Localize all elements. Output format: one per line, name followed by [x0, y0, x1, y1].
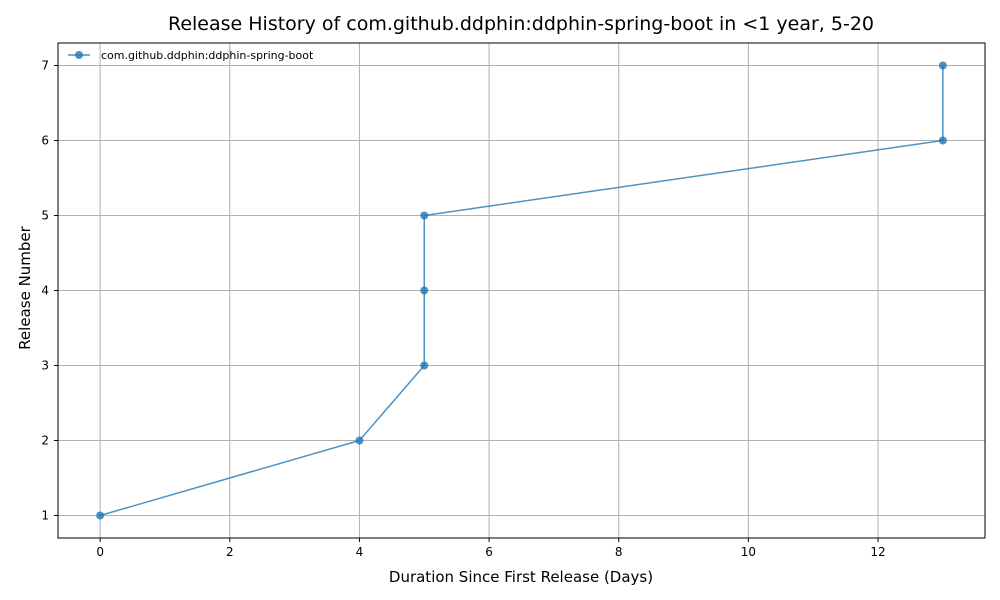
x-tick-label: 6 — [485, 545, 493, 559]
x-tick-label: 2 — [226, 545, 234, 559]
x-tick-label: 10 — [741, 545, 756, 559]
data-point — [938, 136, 947, 145]
data-point — [96, 511, 105, 520]
series-layer — [96, 61, 947, 520]
x-tick-label: 8 — [615, 545, 623, 559]
x-tick-label: 12 — [870, 545, 885, 559]
grid — [58, 43, 985, 538]
data-point — [355, 436, 364, 445]
y-axis-label: Release Number — [16, 225, 34, 349]
chart-title: Release History of com.github.ddphin:ddp… — [168, 13, 874, 35]
legend-label: com.github.ddphin:ddphin-spring-boot — [101, 49, 314, 62]
data-point — [420, 211, 429, 220]
x-tick-label: 4 — [356, 545, 364, 559]
legend-marker-swatch — [75, 51, 83, 59]
data-point — [938, 61, 947, 70]
data-point — [420, 361, 429, 370]
y-tick-label: 7 — [41, 59, 49, 73]
y-tick-label: 6 — [41, 134, 49, 148]
y-tick-label: 5 — [41, 209, 49, 223]
y-tick-label: 1 — [41, 509, 49, 523]
y-tick-label: 3 — [41, 359, 49, 373]
legend: com.github.ddphin:ddphin-spring-boot — [68, 49, 314, 62]
y-tick-label: 4 — [41, 284, 49, 298]
x-tick-label: 0 — [96, 545, 104, 559]
data-point — [420, 286, 429, 295]
x-axis-label: Duration Since First Release (Days) — [389, 568, 653, 586]
y-tick-label: 2 — [41, 434, 49, 448]
